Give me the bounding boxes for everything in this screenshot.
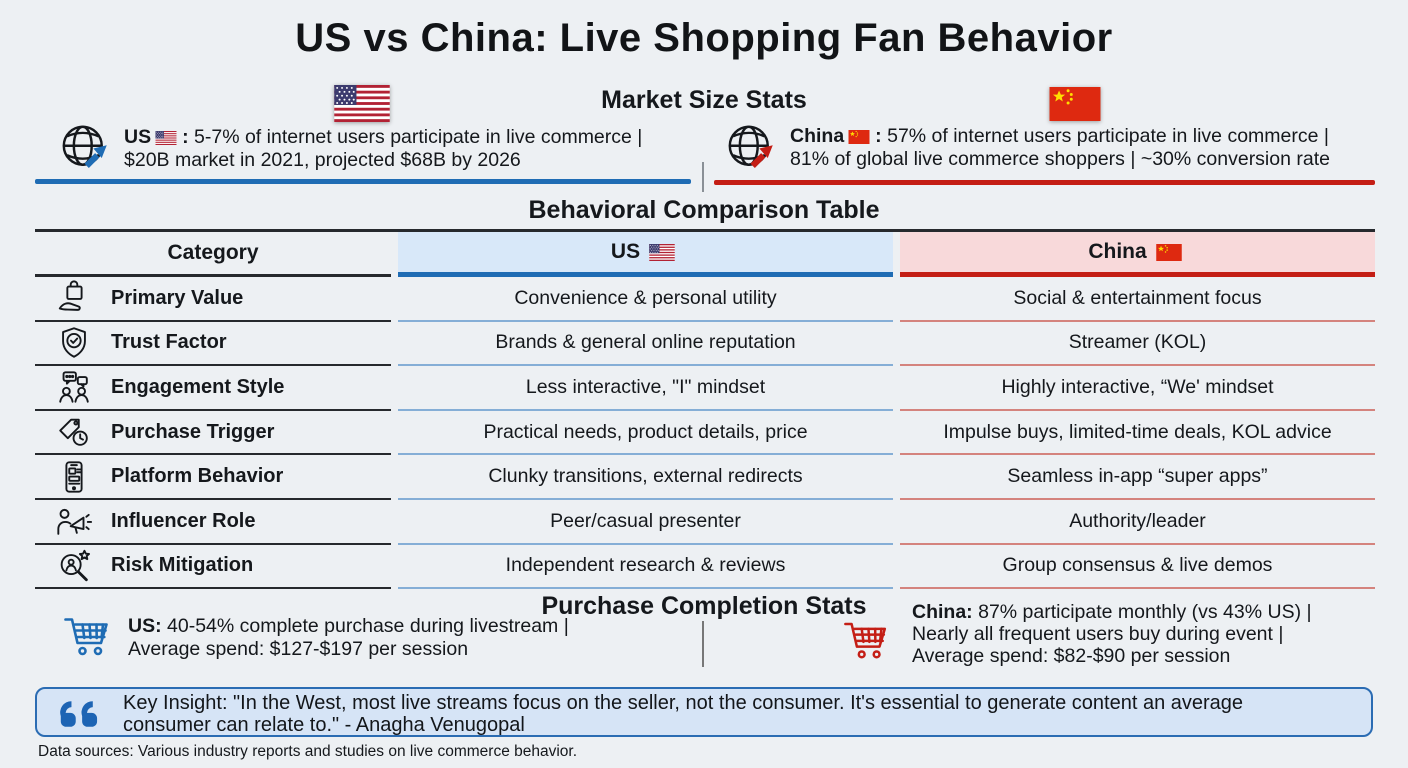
us-purchase-stat: US: 40-54% complete purchase during live…	[128, 615, 569, 660]
category-label: Platform Behavior	[111, 465, 284, 488]
market-stats-heading: Market Size Stats	[601, 86, 807, 114]
table-row: Primary Value	[35, 277, 391, 322]
category-column: Category Primary Value Trust Factor	[35, 232, 391, 590]
category-label: Engagement Style	[111, 375, 285, 398]
table-row: Influencer Role	[35, 500, 391, 545]
bag-in-hand-icon	[58, 280, 83, 312]
category-label: Influencer Role	[111, 509, 256, 532]
shield-check-icon	[62, 327, 86, 358]
key-insight-box: Key Insight: "In the West, most live str…	[35, 687, 1373, 737]
table-cell-china: Social & entertainment focus	[900, 277, 1375, 322]
table-cell-china: Group consensus & live demos	[900, 545, 1375, 590]
china-market-stat: China: 57% of internet users participate…	[790, 125, 1390, 170]
china-label: China	[790, 125, 845, 147]
china-purchase-stat: China: 87% participate monthly (vs 43% U…	[912, 601, 1312, 667]
globe-trend-icon	[56, 119, 114, 177]
table-row: Engagement Style	[35, 366, 391, 411]
magnifier-star-icon	[60, 549, 90, 582]
table-row: Risk Mitigation	[35, 545, 391, 590]
tag-clock-icon	[59, 418, 88, 446]
smartphone-icon	[65, 460, 83, 493]
table-cell-china: Streamer (KOL)	[900, 322, 1375, 367]
table-cell-us: Independent research & reviews	[398, 545, 893, 590]
table-row: Purchase Trigger	[35, 411, 391, 456]
table-cell-china: Seamless in-app “super apps”	[900, 455, 1375, 500]
table-cell-us: Practical needs, product details, price	[398, 411, 893, 456]
us-flag-icon	[649, 244, 675, 261]
table-cell-us: Brands & general online reputation	[398, 322, 893, 367]
china-market-line2: 81% of global live commerce shoppers | ~…	[790, 147, 1330, 170]
purchase-stats-heading: Purchase Completion Stats	[541, 592, 867, 620]
table-cell-us: Less interactive, "I" mindset	[398, 366, 893, 411]
china-column: China Social & entertainment focus Strea…	[900, 232, 1375, 590]
china-column-header: China	[900, 232, 1375, 277]
table-cell-china: Highly interactive, “We' mindset	[900, 366, 1375, 411]
table-top-border	[35, 229, 1375, 232]
category-label: Primary Value	[111, 286, 244, 309]
table-row: Platform Behavior	[35, 455, 391, 500]
table-cell-us: Peer/casual presenter	[398, 500, 893, 545]
globe-trend-icon	[722, 119, 780, 177]
comparison-table-heading: Behavioral Comparison Table	[528, 196, 880, 224]
us-market-line1: US: 5-7% of internet users participate i…	[124, 126, 643, 148]
category-label: Trust Factor	[111, 331, 227, 354]
us-accent-rule	[35, 179, 691, 184]
chat-people-icon	[59, 371, 89, 404]
divider	[702, 162, 704, 192]
us-market-stat: US: 5-7% of internet users participate i…	[124, 126, 699, 171]
us-flag-icon	[155, 131, 177, 145]
china-flag-icon	[1049, 87, 1101, 121]
table-cell-china: Impulse buys, limited-time deals, KOL ad…	[900, 411, 1375, 456]
shopping-cart-icon	[62, 610, 114, 658]
china-accent-rule	[714, 180, 1375, 185]
table-row: Trust Factor	[35, 322, 391, 367]
category-label: Risk Mitigation	[111, 554, 254, 577]
china-flag-icon	[1156, 244, 1182, 261]
divider	[702, 621, 704, 667]
page-title: US vs China: Live Shopping Fan Behavior	[295, 16, 1113, 60]
us-market-line2: $20B market in 2021, projected $68B by 2…	[124, 148, 521, 171]
category-label: Purchase Trigger	[111, 420, 275, 443]
us-column: US Convenience & personal utility Brands…	[398, 232, 893, 590]
table-cell-china: Authority/leader	[900, 500, 1375, 545]
megaphone-person-icon	[57, 509, 93, 536]
shopping-cart-icon	[842, 615, 892, 661]
key-insight-text: Key Insight: "In the West, most live str…	[123, 692, 1244, 736]
table-cell-us: Clunky transitions, external redirects	[398, 455, 893, 500]
quote-icon	[60, 701, 98, 727]
category-header: Category	[35, 232, 391, 277]
us-label: US	[124, 126, 152, 148]
data-sources-note: Data sources: Various industry reports a…	[38, 743, 578, 760]
us-column-header: US	[398, 232, 893, 277]
china-flag-icon	[848, 130, 870, 144]
table-cell-us: Convenience & personal utility	[398, 277, 893, 322]
china-market-line1: China: 57% of internet users participate…	[790, 125, 1329, 147]
